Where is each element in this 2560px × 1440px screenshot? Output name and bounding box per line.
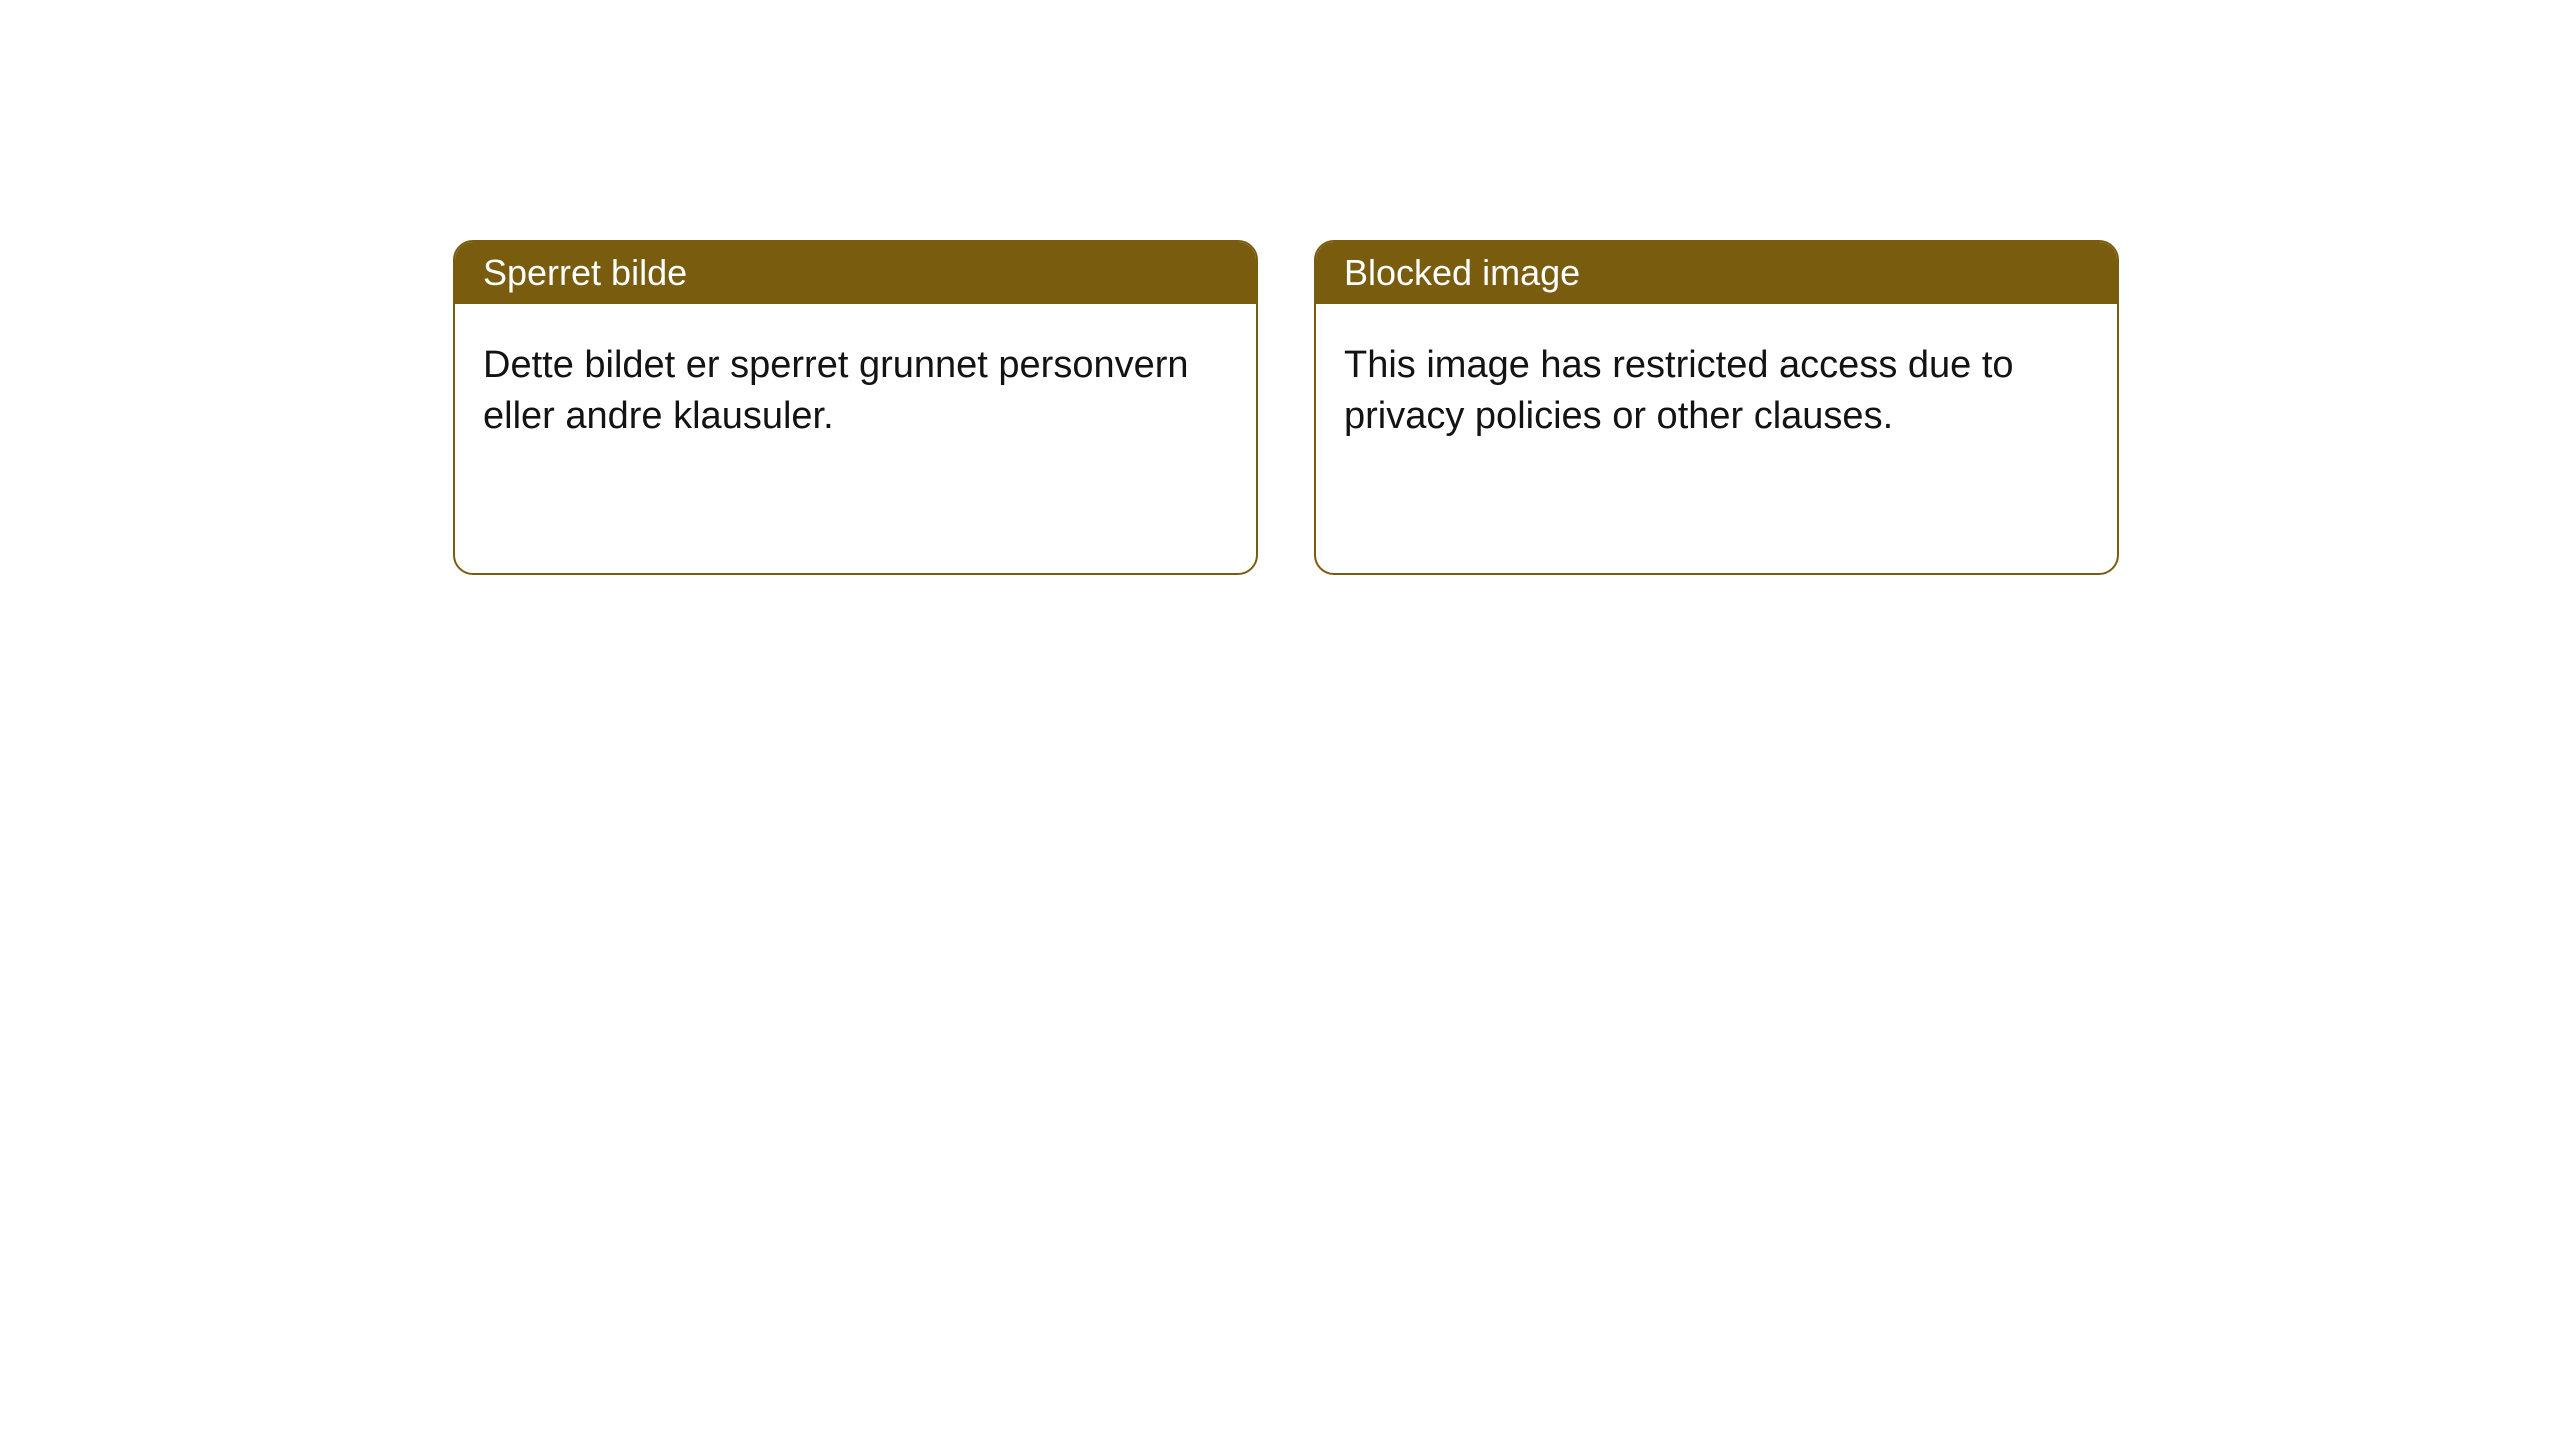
notice-body-en: This image has restricted access due to …	[1316, 304, 2117, 479]
notice-title-no: Sperret bilde	[455, 242, 1256, 304]
notice-body-no: Dette bildet er sperret grunnet personve…	[455, 304, 1256, 479]
notice-card-en: Blocked image This image has restricted …	[1314, 240, 2119, 575]
notice-card-no: Sperret bilde Dette bildet er sperret gr…	[453, 240, 1258, 575]
notice-title-en: Blocked image	[1316, 242, 2117, 304]
notice-container: Sperret bilde Dette bildet er sperret gr…	[453, 240, 2560, 575]
